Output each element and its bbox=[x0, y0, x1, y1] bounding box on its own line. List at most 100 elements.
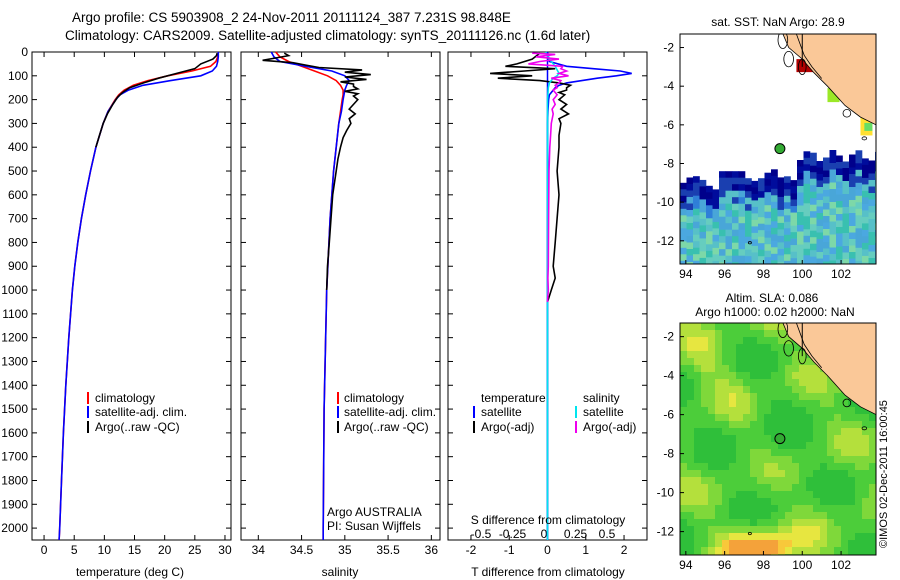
sla-cell bbox=[701, 414, 709, 422]
map-x-tick-label: 100 bbox=[792, 267, 812, 281]
difference-panel: -2 -1 0 1 2 -0.5 -0.25 0 0.25 0.5 T difference fr… bbox=[447, 51, 648, 579]
sst-cell bbox=[771, 188, 778, 196]
sst-cell bbox=[862, 210, 869, 218]
sst-cell bbox=[868, 212, 876, 220]
sst-cell bbox=[849, 213, 856, 220]
sla-cell bbox=[792, 512, 800, 520]
sla-cell bbox=[687, 442, 695, 450]
sla-cell bbox=[778, 463, 786, 471]
sst-cell bbox=[738, 203, 746, 211]
sla-cell bbox=[722, 512, 730, 520]
sla-cell bbox=[680, 547, 688, 555]
sst-cell bbox=[823, 229, 830, 236]
sla-cell bbox=[764, 435, 772, 443]
sla-cell bbox=[722, 449, 730, 457]
sst-cell bbox=[836, 155, 843, 163]
sla-cell bbox=[799, 547, 807, 555]
sla-cell bbox=[785, 344, 793, 352]
sla-cell bbox=[757, 386, 765, 394]
sst-cell bbox=[823, 242, 830, 249]
sst-cell bbox=[699, 192, 707, 200]
sst-cell bbox=[699, 251, 707, 259]
sla-cell bbox=[743, 505, 751, 513]
sla-cell bbox=[729, 540, 737, 548]
sst-cell bbox=[738, 262, 746, 264]
sla-cell bbox=[694, 421, 702, 429]
island-outline bbox=[783, 50, 794, 68]
sst-cell bbox=[842, 194, 850, 201]
sst-cell bbox=[777, 196, 785, 204]
sst-cell bbox=[706, 211, 713, 219]
sst-cell bbox=[771, 260, 778, 264]
sst-cell bbox=[803, 183, 811, 191]
sla-cell bbox=[806, 400, 814, 408]
map-x-tick-label: 96 bbox=[718, 267, 732, 281]
sla-cell bbox=[792, 393, 800, 401]
island-outline bbox=[747, 241, 752, 245]
sla-cell bbox=[806, 386, 814, 394]
sst-cell bbox=[758, 236, 765, 244]
sst-cell bbox=[849, 206, 856, 214]
sst-cell bbox=[803, 235, 811, 243]
sla-cell bbox=[743, 386, 751, 394]
sla-cell bbox=[757, 477, 765, 485]
sst-cell bbox=[862, 177, 869, 185]
sla-cell bbox=[855, 540, 863, 548]
sst-cell bbox=[719, 223, 726, 230]
sst-cell bbox=[797, 257, 804, 264]
sla-cell bbox=[736, 428, 744, 436]
sla-cell bbox=[750, 526, 758, 534]
sla-cell bbox=[827, 463, 835, 471]
sla-cell bbox=[694, 386, 702, 394]
sla-cell bbox=[708, 477, 716, 485]
sla-cell bbox=[778, 442, 786, 450]
sla-cell bbox=[785, 512, 793, 520]
sst-cell bbox=[693, 228, 700, 235]
sla-cell bbox=[694, 393, 702, 401]
sst-cell bbox=[810, 191, 817, 199]
sla-cell bbox=[701, 337, 709, 345]
sla-cell bbox=[785, 519, 793, 527]
island-outline bbox=[747, 531, 752, 536]
sla-cell bbox=[792, 484, 800, 492]
sst-cell bbox=[803, 216, 811, 224]
sla-cell bbox=[806, 463, 814, 471]
sst-cell bbox=[777, 248, 785, 256]
sla-cell bbox=[708, 393, 716, 401]
sst-cell bbox=[732, 229, 739, 237]
sst-cell bbox=[855, 241, 863, 249]
sla-cell bbox=[701, 540, 709, 548]
sla-cell bbox=[799, 372, 807, 380]
sst-cell bbox=[680, 247, 687, 255]
x-tick-label: 5 bbox=[71, 543, 78, 557]
sla-cell bbox=[687, 372, 695, 380]
sst-cell bbox=[842, 246, 850, 253]
map-y-tick-label: -4 bbox=[663, 369, 674, 383]
sst-cell bbox=[810, 224, 817, 231]
sla-cell bbox=[855, 484, 863, 492]
sla-cell bbox=[827, 435, 835, 443]
sla-cell bbox=[750, 330, 758, 338]
sla-cell bbox=[785, 442, 793, 450]
sla-cell bbox=[687, 512, 695, 520]
sst-cell bbox=[868, 199, 876, 207]
sla-cell bbox=[841, 505, 849, 513]
sla-cell bbox=[827, 449, 835, 457]
sst-cell bbox=[836, 246, 843, 254]
sla-cell bbox=[806, 379, 814, 387]
sla-cell bbox=[799, 379, 807, 387]
sla-cell bbox=[722, 330, 730, 338]
sla-cell bbox=[708, 449, 716, 457]
sla-cell bbox=[708, 379, 716, 387]
sla-cell bbox=[729, 519, 737, 527]
sla-cell bbox=[722, 491, 730, 499]
sst-cell bbox=[745, 184, 752, 192]
sst-cell bbox=[868, 232, 876, 239]
sst-cell bbox=[706, 224, 713, 232]
sla-cell bbox=[701, 421, 709, 429]
y-tick-label: 200 bbox=[8, 93, 28, 107]
sst-cell bbox=[784, 189, 791, 197]
sla-cell bbox=[799, 512, 807, 520]
sla-cell bbox=[820, 400, 828, 408]
sla-cell bbox=[813, 442, 821, 450]
